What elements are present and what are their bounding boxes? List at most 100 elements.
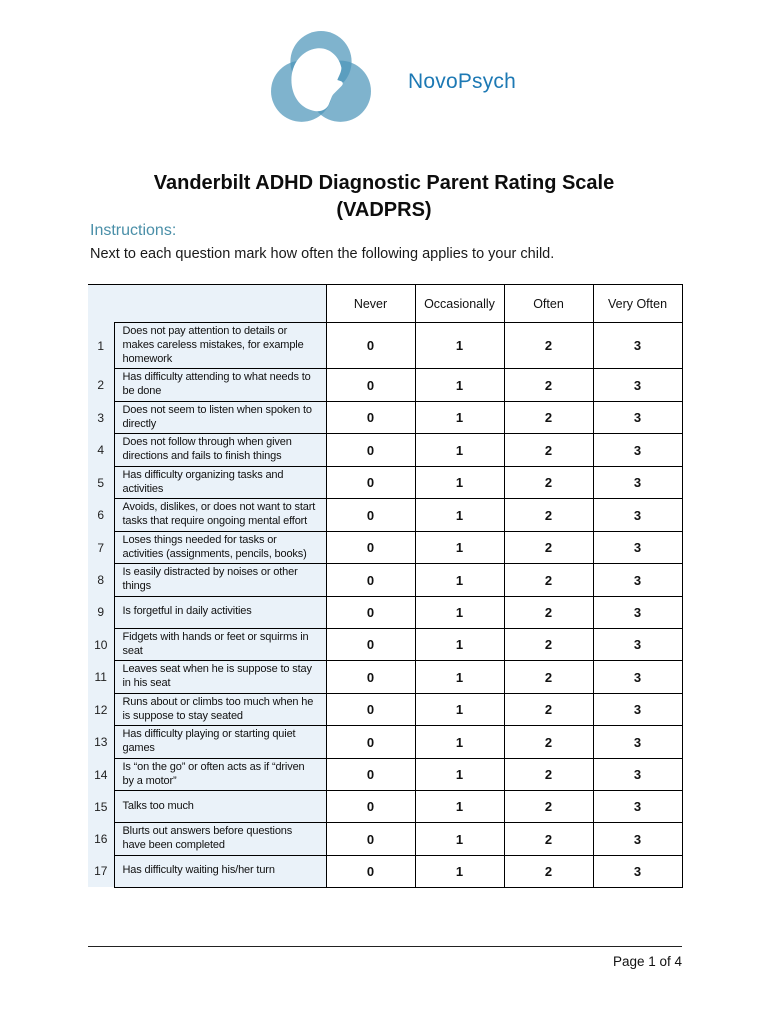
answer-cell-occasionally: 1	[414, 400, 505, 435]
answer-cell-very-often: 3	[592, 321, 683, 370]
question-cell: Is “on the go” or often acts as if “driv…	[113, 757, 327, 792]
answer-cell-very-often: 3	[592, 692, 683, 727]
answer-cell-never: 0	[325, 368, 416, 402]
row-number-cell: 5	[88, 466, 114, 499]
footer-divider	[88, 946, 682, 947]
table-row: 17 Has difficulty waiting his/her turn 0…	[88, 854, 683, 888]
answer-cell-occasionally: 1	[414, 595, 505, 629]
answer-cell-never: 0	[325, 790, 416, 824]
table-row: 12 Runs about or climbs too much when he…	[88, 692, 683, 727]
question-cell: Has difficulty attending to what needs t…	[113, 368, 327, 402]
row-number-cell: 1	[88, 322, 114, 369]
row-number-cell: 9	[88, 596, 114, 629]
answer-cell-occasionally: 1	[414, 368, 505, 402]
row-number-cell: 11	[88, 660, 114, 694]
row-number-cell: 3	[88, 401, 114, 434]
answer-cell-occasionally: 1	[414, 530, 505, 565]
question-cell: Runs about or climbs too much when he is…	[113, 692, 327, 727]
answer-cell-often: 2	[503, 530, 594, 565]
question-cell: Has difficulty organizing tasks and acti…	[113, 465, 327, 500]
column-header-never: Never	[325, 284, 416, 323]
answer-cell-often: 2	[503, 321, 594, 370]
question-cell: Has difficulty playing or starting quiet…	[113, 725, 327, 759]
table-row: 9 Is forgetful in daily activities 0 1 2…	[88, 595, 683, 629]
answer-cell-very-often: 3	[592, 563, 683, 597]
question-cell: Does not pay attention to details or mak…	[113, 321, 327, 370]
row-number-cell: 13	[88, 725, 114, 759]
answer-cell-occasionally: 1	[414, 627, 505, 662]
column-header-very-often: Very Often	[592, 284, 683, 323]
answer-cell-often: 2	[503, 433, 594, 467]
answer-cell-occasionally: 1	[414, 465, 505, 500]
row-number-cell: 8	[88, 563, 114, 597]
answer-cell-often: 2	[503, 790, 594, 824]
answer-cell-very-often: 3	[592, 757, 683, 792]
row-number-cell: 4	[88, 433, 114, 467]
answer-cell-occasionally: 1	[414, 757, 505, 792]
table-row: 8 Is easily distracted by noises or othe…	[88, 563, 683, 597]
question-cell: Has difficulty waiting his/her turn	[113, 854, 327, 888]
header-row: Never Occasionally Often Very Often	[88, 284, 683, 323]
answer-cell-often: 2	[503, 400, 594, 435]
answer-cell-often: 2	[503, 595, 594, 629]
answer-cell-occasionally: 1	[414, 660, 505, 694]
column-header-often: Often	[503, 284, 594, 323]
answer-cell-never: 0	[325, 321, 416, 370]
answer-cell-very-often: 3	[592, 660, 683, 694]
answer-cell-very-often: 3	[592, 854, 683, 888]
answer-cell-often: 2	[503, 660, 594, 694]
rating-table: Never Occasionally Often Very Often 1 Do…	[88, 284, 683, 888]
answer-cell-occasionally: 1	[414, 498, 505, 532]
question-cell: Blurts out answers before questions have…	[113, 822, 327, 856]
answer-cell-occasionally: 1	[414, 854, 505, 888]
page-title-line2: (VADPRS)	[336, 199, 432, 221]
table-corner-cell	[88, 284, 326, 323]
answer-cell-often: 2	[503, 854, 594, 888]
row-number-cell: 17	[88, 855, 114, 888]
answer-cell-never: 0	[325, 595, 416, 629]
row-number-cell: 16	[88, 822, 114, 856]
question-cell: Is forgetful in daily activities	[113, 595, 327, 629]
answer-cell-occasionally: 1	[414, 433, 505, 467]
page-title: Vanderbilt ADHD Diagnostic Parent Rating…	[0, 170, 768, 224]
answer-cell-very-often: 3	[592, 822, 683, 856]
answer-cell-occasionally: 1	[414, 563, 505, 597]
answer-cell-occasionally: 1	[414, 822, 505, 856]
page-title-line1: Vanderbilt ADHD Diagnostic Parent Rating…	[153, 172, 615, 194]
answer-cell-very-often: 3	[592, 530, 683, 565]
answer-cell-never: 0	[325, 854, 416, 888]
answer-cell-never: 0	[325, 692, 416, 727]
answer-cell-very-often: 3	[592, 433, 683, 467]
row-number-cell: 12	[88, 693, 114, 726]
table-row: 2 Has difficulty attending to what needs…	[88, 368, 683, 402]
question-cell: Does not seem to listen when spoken to d…	[113, 400, 327, 435]
answer-cell-never: 0	[325, 725, 416, 759]
answer-cell-occasionally: 1	[414, 692, 505, 727]
answer-cell-very-often: 3	[592, 368, 683, 402]
answer-cell-never: 0	[325, 530, 416, 565]
answer-cell-never: 0	[325, 465, 416, 500]
answer-cell-often: 2	[503, 822, 594, 856]
table-row: 6 Avoids, dislikes, or does not want to …	[88, 498, 683, 532]
brand-name: NovoPsych	[408, 70, 517, 93]
row-number-cell: 6	[88, 498, 114, 532]
table-row: 11 Leaves seat when he is suppose to sta…	[88, 660, 683, 694]
question-cell: Talks too much	[113, 790, 327, 824]
answer-cell-never: 0	[325, 400, 416, 435]
answer-cell-very-often: 3	[592, 465, 683, 500]
answer-cell-never: 0	[325, 660, 416, 694]
answer-cell-often: 2	[503, 757, 594, 792]
answer-cell-never: 0	[325, 822, 416, 856]
table-row: 4 Does not follow through when given dir…	[88, 433, 683, 467]
table-row: 13 Has difficulty playing or starting qu…	[88, 725, 683, 759]
answer-cell-often: 2	[503, 627, 594, 662]
answer-cell-often: 2	[503, 465, 594, 500]
answer-cell-very-often: 3	[592, 400, 683, 435]
row-number-cell: 10	[88, 628, 114, 661]
answer-cell-occasionally: 1	[414, 790, 505, 824]
answer-cell-often: 2	[503, 368, 594, 402]
table-row: 7 Loses things needed for tasks or activ…	[88, 530, 683, 565]
table-row: 16 Blurts out answers before questions h…	[88, 822, 683, 856]
rating-table-container: Never Occasionally Often Very Often 1 Do…	[88, 284, 683, 888]
